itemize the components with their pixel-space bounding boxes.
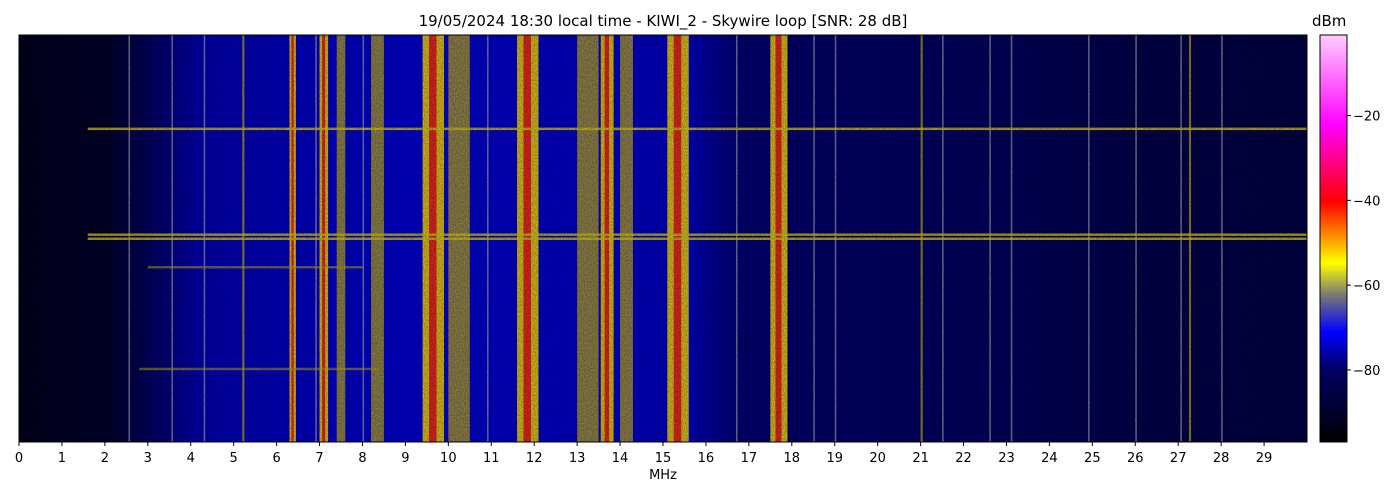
x-tick-label: 3 [144,451,152,466]
colorbar-tick-label: −80 [1353,364,1380,379]
heatmap-grain [19,35,1307,442]
x-tick-label: 23 [998,451,1015,466]
x-tick-label: 7 [315,451,323,466]
colorbar-tick-label: −20 [1353,110,1380,125]
x-tick-label: 10 [440,451,457,466]
x-tick-label: 24 [1041,451,1058,466]
x-tick-label: 20 [869,451,886,466]
x-tick-label: 12 [526,451,543,466]
x-tick-label: 25 [1084,451,1101,466]
spectrogram-heatmap [19,35,1307,442]
x-tick-label: 11 [483,451,500,466]
x-tick-label: 4 [187,451,195,466]
x-tick-label: 21 [912,451,929,466]
chart-title: 19/05/2024 18:30 local time - KIWI_2 - S… [418,12,908,30]
x-tick-label: 17 [741,451,758,466]
x-tick-label: 27 [1170,451,1187,466]
x-tick-label: 1 [58,451,66,466]
colorbar-axis: −20 −40 −60 −80 [1347,110,1380,379]
x-tick-label: 9 [401,451,409,466]
x-axis-label: MHz [649,468,677,483]
x-tick-label: 14 [612,451,629,466]
x-tick-label: 19 [826,451,843,466]
colorbar-tick-label: −60 [1353,279,1380,294]
x-tick-label: 26 [1127,451,1144,466]
x-tick-label: 6 [272,451,280,466]
x-tick-label: 13 [569,451,586,466]
colorbar-tick-label: −40 [1353,194,1380,209]
x-tick-label: 0 [15,451,23,466]
x-tick-label: 18 [784,451,801,466]
x-tick-label: 28 [1213,451,1230,466]
x-tick-label: 5 [230,451,238,466]
x-tick-label: 22 [955,451,972,466]
colorbar-label: dBm [1312,12,1347,30]
colorbar [1319,34,1348,443]
x-axis: 0 1 2 3 4 5 6 7 8 9 10 11 12 13 14 15 16 17 18 19 20 21 22 23 24… [15,442,1272,466]
x-tick-label: 15 [655,451,672,466]
x-tick-label: 29 [1256,451,1273,466]
x-tick-label: 2 [101,451,109,466]
x-tick-label: 16 [698,451,715,466]
x-tick-label: 8 [358,451,366,466]
